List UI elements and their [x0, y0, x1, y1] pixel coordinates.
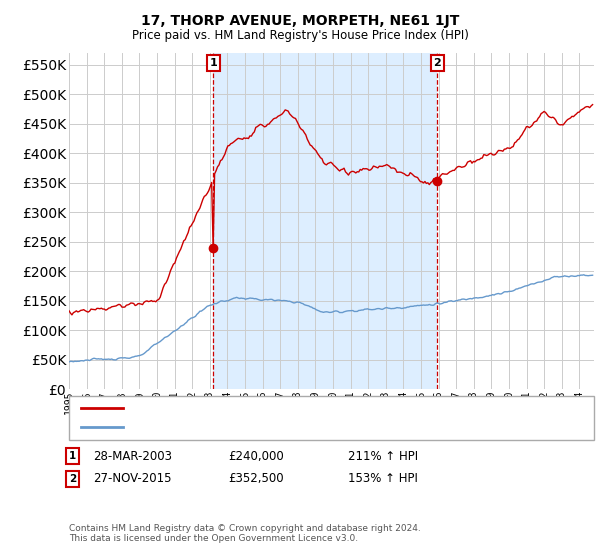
Text: £240,000: £240,000 — [228, 450, 284, 463]
Text: £352,500: £352,500 — [228, 472, 284, 486]
Text: 2: 2 — [433, 58, 441, 68]
Text: 1: 1 — [69, 451, 76, 461]
Bar — [214, 53, 437, 389]
Text: Contains HM Land Registry data © Crown copyright and database right 2024.
This d: Contains HM Land Registry data © Crown c… — [69, 524, 421, 543]
Text: 153% ↑ HPI: 153% ↑ HPI — [348, 472, 418, 486]
Text: 27-NOV-2015: 27-NOV-2015 — [93, 472, 172, 486]
Text: 2: 2 — [69, 474, 76, 484]
Text: HPI: Average price, semi-detached house, Northumberland: HPI: Average price, semi-detached house,… — [132, 422, 440, 432]
Text: 211% ↑ HPI: 211% ↑ HPI — [348, 450, 418, 463]
Text: 17, THORP AVENUE, MORPETH, NE61 1JT: 17, THORP AVENUE, MORPETH, NE61 1JT — [141, 14, 459, 28]
Text: 1: 1 — [209, 58, 217, 68]
Text: 28-MAR-2003: 28-MAR-2003 — [93, 450, 172, 463]
Text: 17, THORP AVENUE, MORPETH, NE61 1JT (semi-detached house): 17, THORP AVENUE, MORPETH, NE61 1JT (sem… — [132, 403, 467, 413]
Text: Price paid vs. HM Land Registry's House Price Index (HPI): Price paid vs. HM Land Registry's House … — [131, 29, 469, 42]
